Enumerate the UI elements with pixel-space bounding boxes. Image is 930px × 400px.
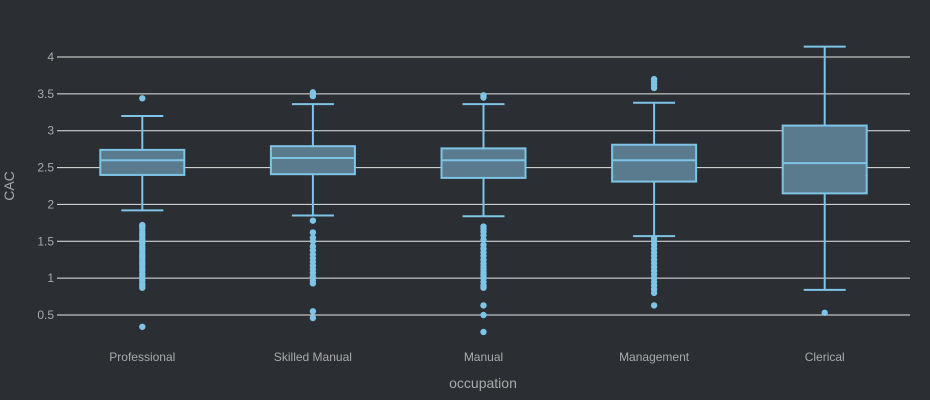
y-tick-label: 1: [47, 271, 54, 285]
y-tick-label: 3.5: [37, 87, 54, 101]
outlier-point: [480, 311, 487, 319]
box-manual: [440, 92, 527, 336]
y-tick-label: 2.5: [37, 161, 54, 175]
y-tick-label: 0.5: [37, 308, 54, 322]
outlier-point: [650, 235, 658, 242]
box-iqr: [781, 124, 868, 195]
x-tick-label: Management: [619, 350, 690, 364]
outlier-point: [309, 217, 317, 224]
outlier-point: [309, 314, 317, 322]
y-tick-label: 2: [47, 197, 54, 211]
y-tick-label: 4: [47, 50, 54, 64]
outlier-point: [139, 95, 146, 102]
box-clerical: [781, 45, 868, 316]
box-skilled-manual: [269, 89, 356, 322]
outlier-point: [650, 75, 658, 83]
outlier-point: [480, 302, 487, 309]
outlier-point: [309, 243, 317, 250]
outlier-point: [480, 223, 487, 230]
y-tick-labels: 0.5 1 1.5 2 2.5 3 3.5 4: [37, 50, 54, 322]
x-tick-labels: Professional Skilled Manual Manual Manageme…: [109, 350, 844, 364]
x-axis-title: occupation: [449, 375, 517, 391]
outlier-point: [650, 302, 658, 309]
box-iqr: [99, 148, 186, 176]
outlier-point: [480, 92, 487, 99]
outlier-point: [480, 236, 487, 244]
outlier-point: [309, 251, 317, 258]
x-tick-label: Clerical: [805, 350, 845, 364]
y-tick-label: 1.5: [37, 234, 54, 248]
x-tick-label: Professional: [109, 350, 175, 364]
boxes: [99, 45, 868, 336]
box-management: [611, 75, 698, 309]
outlier-point: [821, 309, 828, 316]
box-iqr: [611, 143, 698, 183]
box-iqr: [269, 145, 356, 176]
outlier-point: [480, 328, 487, 336]
outlier-point: [309, 229, 317, 236]
outlier-point: [139, 221, 146, 229]
outlier-point: [309, 308, 317, 315]
outlier-point: [139, 323, 146, 330]
outlier-point: [480, 241, 487, 249]
x-tick-label: Manual: [464, 350, 503, 364]
box-iqr: [440, 147, 527, 179]
y-axis-title: CAC: [1, 171, 17, 201]
outlier-point: [309, 89, 317, 96]
y-tick-label: 3: [47, 124, 54, 138]
box-professional: [99, 95, 186, 330]
outlier-point: [309, 234, 317, 241]
x-tick-label: Skilled Manual: [274, 350, 352, 364]
